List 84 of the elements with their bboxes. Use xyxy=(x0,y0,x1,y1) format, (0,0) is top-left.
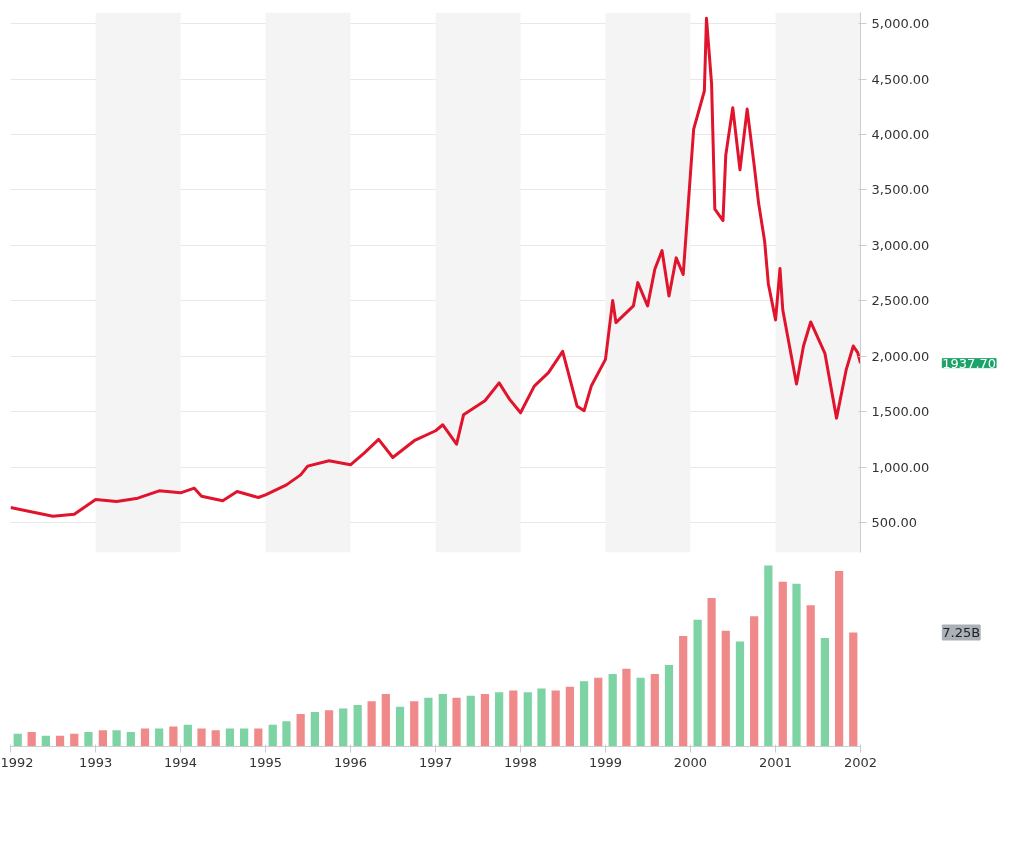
bar xyxy=(608,674,617,747)
bar xyxy=(438,694,447,747)
y-tick-label: 4,000.00 xyxy=(871,126,930,142)
bar xyxy=(112,730,121,747)
bar xyxy=(622,668,631,747)
bar xyxy=(84,732,93,747)
bar xyxy=(792,583,801,747)
y-tick-label: 4,500.00 xyxy=(871,71,930,87)
bar xyxy=(70,733,79,747)
bar xyxy=(240,728,249,747)
bar xyxy=(466,695,475,747)
bar xyxy=(310,712,319,747)
bar xyxy=(693,619,702,747)
bar xyxy=(721,630,730,747)
bar xyxy=(367,701,376,747)
bar xyxy=(820,637,830,747)
x-tick-label: 1999 xyxy=(588,754,623,770)
x-tick-label: 2002 xyxy=(843,754,878,770)
bar xyxy=(155,728,164,747)
x-tick-label: 1993 xyxy=(79,754,113,770)
x-tick-label: 1992 xyxy=(0,754,34,770)
bar xyxy=(268,724,277,747)
bar xyxy=(339,708,348,747)
bar xyxy=(849,632,858,747)
bar xyxy=(211,730,220,747)
x-tick-label: 1998 xyxy=(504,754,538,770)
bar xyxy=(183,724,192,747)
x-tick-label: 2000 xyxy=(673,754,707,770)
bar xyxy=(353,704,362,747)
bar xyxy=(750,616,759,747)
bar xyxy=(254,728,263,747)
y-tick-label: 2,000.00 xyxy=(871,348,930,364)
bar xyxy=(324,710,334,747)
x-tick-label: 1995 xyxy=(248,754,283,770)
bar xyxy=(778,581,787,747)
y-tick-label: 1,000.00 xyxy=(871,459,930,475)
bar xyxy=(495,692,504,747)
bar xyxy=(55,735,65,747)
bar xyxy=(41,735,50,747)
line-series xyxy=(10,16,861,518)
bar xyxy=(424,697,433,747)
bar xyxy=(650,674,659,747)
bar xyxy=(537,688,546,747)
x-tick-label: 1994 xyxy=(164,754,198,770)
bar xyxy=(410,701,419,747)
bar xyxy=(381,694,390,747)
bar xyxy=(579,681,589,747)
x-tick-label: 1997 xyxy=(419,754,453,770)
bar xyxy=(225,728,235,747)
y-tick-label: 500.00 xyxy=(871,515,917,531)
y-tick-label: 1,500.00 xyxy=(871,404,930,420)
bar xyxy=(707,598,716,747)
bar xyxy=(197,728,206,747)
y-tick-label: 3,500.00 xyxy=(871,182,930,198)
bar xyxy=(395,706,405,747)
bar xyxy=(735,641,745,747)
bar xyxy=(523,692,532,747)
text: 1937.70 xyxy=(942,355,997,371)
bar xyxy=(480,694,490,747)
bar xyxy=(806,605,815,747)
y-tick-label: 3,000.00 xyxy=(871,237,930,253)
bar xyxy=(764,565,773,747)
bar xyxy=(679,636,688,747)
bar xyxy=(13,733,22,747)
bar xyxy=(282,721,291,747)
bar xyxy=(636,677,645,747)
x-tick-label: 1996 xyxy=(333,754,368,770)
bar xyxy=(565,686,574,747)
x-tick-label: 2001 xyxy=(759,754,793,770)
bar xyxy=(169,726,178,747)
bar xyxy=(594,677,603,747)
bar xyxy=(140,728,150,747)
y-tick-label: 2,500.00 xyxy=(871,293,930,309)
bar xyxy=(452,697,461,747)
text: 7.25B xyxy=(942,625,981,640)
bar xyxy=(834,570,844,747)
bar xyxy=(551,690,560,747)
bar xyxy=(126,732,135,747)
bar xyxy=(27,732,36,747)
bar xyxy=(296,713,305,747)
bar xyxy=(664,665,674,747)
bar xyxy=(509,690,518,747)
bar xyxy=(98,730,107,747)
y-tick-label: 5,000.00 xyxy=(871,16,930,32)
